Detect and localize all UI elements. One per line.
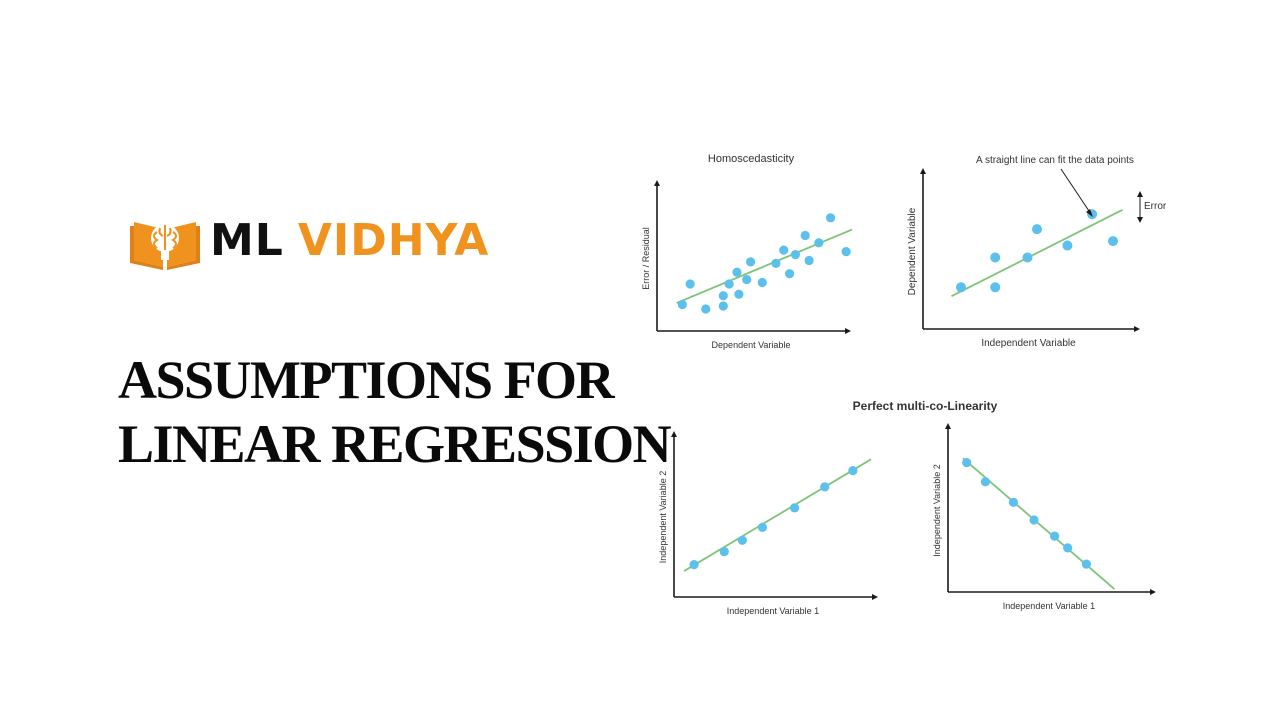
y-axis-label: Error / Residual <box>641 227 651 290</box>
trend-line <box>676 228 853 304</box>
data-point <box>718 301 728 311</box>
data-point <box>732 267 742 277</box>
data-point <box>1062 240 1073 251</box>
page-title-line-2: LINEAR REGRESSION <box>118 414 672 474</box>
data-point <box>841 247 851 257</box>
data-point <box>746 257 756 267</box>
data-point <box>1008 497 1019 507</box>
chart-title: Homoscedasticity <box>708 153 795 165</box>
data-point <box>790 503 800 513</box>
y-axis-label: Dependent Variable <box>907 207 918 295</box>
y-axis-arrow <box>945 423 951 429</box>
book-brain-icon <box>130 222 200 270</box>
data-point <box>1063 543 1073 553</box>
data-point <box>757 277 767 288</box>
annotation-pointer-head <box>1086 209 1093 217</box>
multicollinearity-title-area: Perfect multi-co-Linearity <box>853 399 998 413</box>
multicollinearity-positive-plot: Independent Variable 1 Independent Variab… <box>658 431 878 616</box>
annotation-error: Error <box>1144 201 1167 212</box>
data-point <box>825 213 836 223</box>
multicollinearity-negative-plot: Independent Variable 1 Independent Variab… <box>932 423 1156 611</box>
y-axis-arrow <box>654 180 660 186</box>
homoscedasticity-chart: Homoscedasticity Dependent Variable Error … <box>640 140 870 355</box>
brand-name: ML VIDHYA <box>210 216 489 266</box>
data-point <box>1108 236 1118 247</box>
data-point <box>980 477 990 487</box>
x-axis-label: Independent Variable 1 <box>727 606 819 616</box>
page-title-line-1: ASSUMPTIONS FOR <box>118 350 615 410</box>
data-point <box>814 238 824 248</box>
data-point <box>1081 559 1091 569</box>
x-axis-arrow <box>845 328 851 334</box>
data-point <box>990 282 1001 293</box>
data-point <box>737 535 747 545</box>
x-axis-label: Independent Variable 1 <box>1003 601 1095 611</box>
data-point <box>689 560 699 570</box>
data-point <box>701 304 711 314</box>
x-axis-arrow <box>872 594 878 600</box>
data-point <box>804 255 814 266</box>
data-point <box>956 282 966 293</box>
error-bracket-top <box>1137 191 1143 197</box>
data-point <box>990 252 1001 263</box>
annotation-pointer <box>1060 168 1092 215</box>
page-title: ASSUMPTIONS FOR LINEAR REGRESSION <box>118 348 672 476</box>
x-axis-label: Dependent Variable <box>712 340 791 350</box>
data-point <box>962 458 972 468</box>
multicollinearity-chart: Perfect multi-co-Linearity Independent V… <box>640 385 1160 620</box>
x-axis-label: Independent Variable <box>981 338 1076 349</box>
data-point <box>800 230 810 241</box>
data-point <box>779 245 789 255</box>
data-point <box>757 522 768 532</box>
y-axis-arrow <box>671 431 677 437</box>
linear-fit-plot: Independent Variable Dependent Variable A … <box>907 155 1167 349</box>
linear-fit-chart: Independent Variable Dependent Variable A … <box>898 140 1170 355</box>
brand-name-vidhya: VIDHYA <box>297 215 490 266</box>
y-axis-arrow <box>920 168 926 174</box>
data-point <box>1022 252 1033 263</box>
data-point <box>790 249 801 260</box>
data-point <box>724 279 734 289</box>
data-point <box>848 466 858 476</box>
data-point <box>1049 531 1060 541</box>
trend-line <box>951 208 1123 298</box>
data-point <box>718 291 728 301</box>
data-point <box>677 299 687 310</box>
data-point <box>771 258 781 268</box>
brand-name-ml: ML <box>210 215 284 266</box>
x-axis-arrow <box>1150 589 1156 595</box>
error-bracket-bottom <box>1137 217 1143 223</box>
data-point <box>734 289 744 299</box>
data-point <box>820 482 830 492</box>
multicollinearity-title: Perfect multi-co-Linearity <box>853 399 998 413</box>
data-point <box>785 269 795 279</box>
data-point <box>1029 515 1039 525</box>
annotation-fit-line: A straight line can fit the data points <box>976 155 1134 166</box>
data-point <box>742 274 752 285</box>
y-axis-label: Independent Variable 2 <box>658 471 668 563</box>
y-axis-label: Independent Variable 2 <box>932 464 942 556</box>
x-axis-arrow <box>1134 326 1140 332</box>
data-point <box>685 279 695 289</box>
homoscedasticity-plot: Homoscedasticity Dependent Variable Error … <box>641 153 853 350</box>
data-point <box>719 547 729 557</box>
trend-line <box>683 458 872 572</box>
data-point <box>1032 224 1042 235</box>
